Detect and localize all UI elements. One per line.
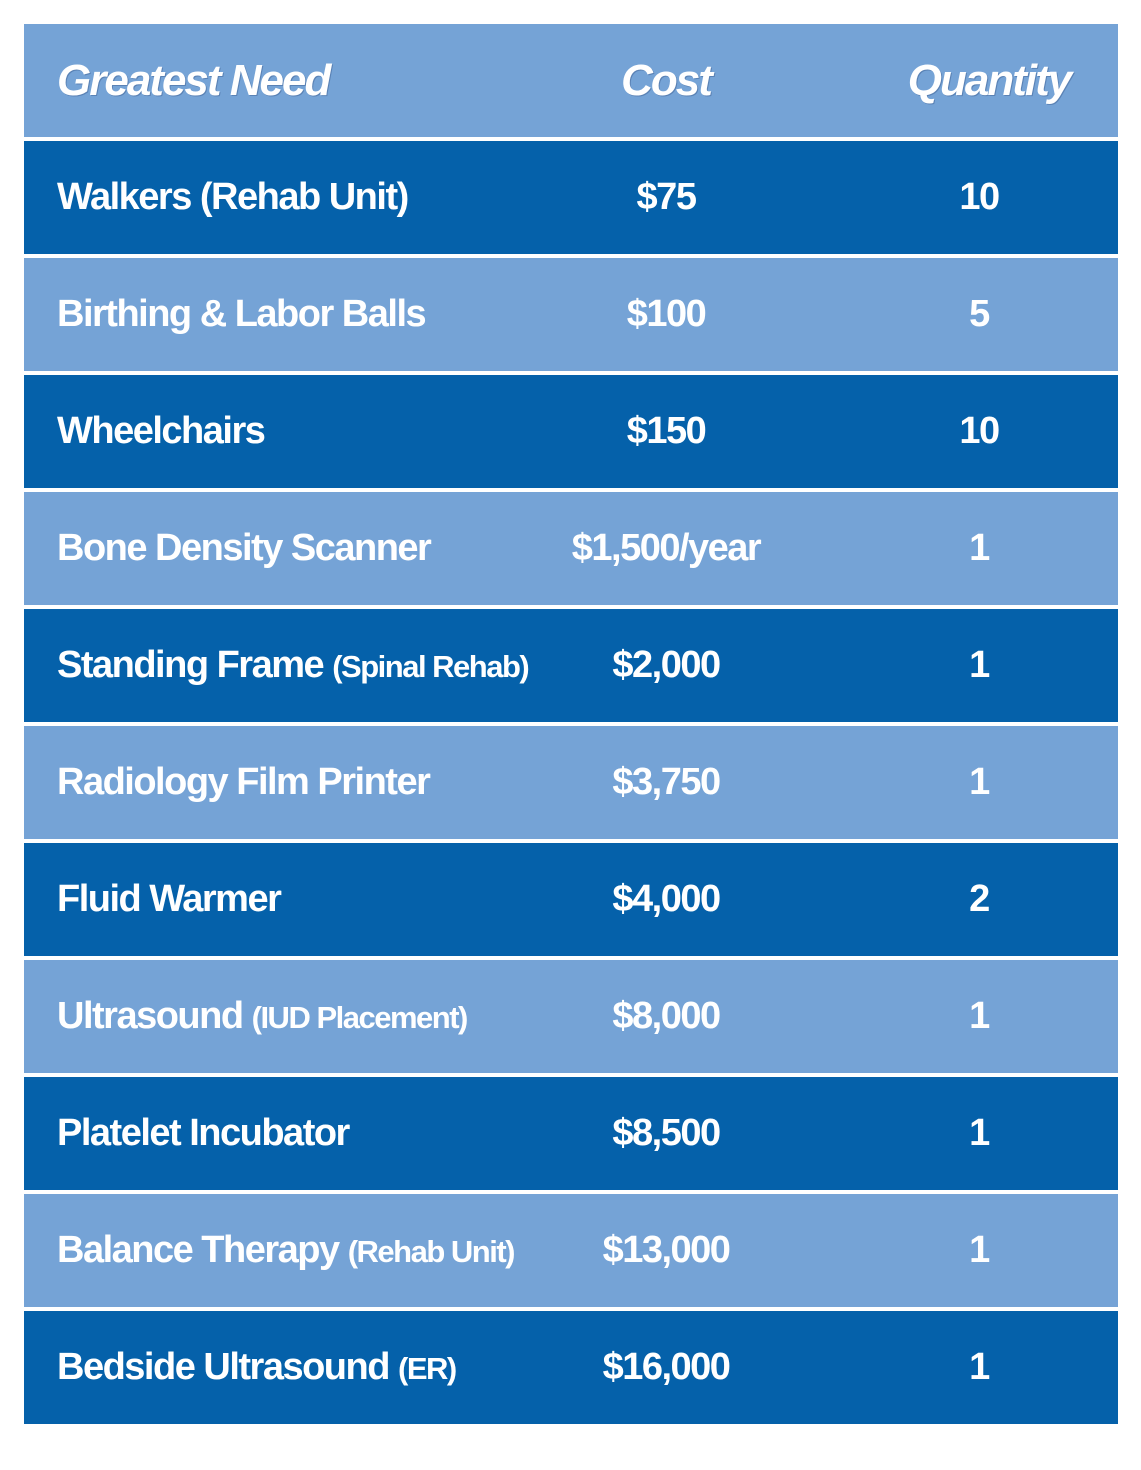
item-name: Birthing & Labor Balls (57, 293, 427, 335)
cost-cell: $13,000 (602, 1229, 731, 1271)
item-name: Radiology Film Printer (57, 761, 431, 803)
cost-cell: $100 (626, 293, 707, 335)
item-note: (Rehab Unit) (347, 1234, 516, 1269)
need-cell: Platelet Incubator (57, 1077, 350, 1190)
cost-cell: $1,500/year (571, 527, 762, 569)
cost-cell: $75 (636, 176, 697, 218)
quantity-cell: 1 (969, 1112, 990, 1154)
item-name: Bone Density Scanner (57, 527, 432, 569)
quantity-cell: 1 (969, 995, 990, 1037)
need-cell: Bone Density Scanner (57, 492, 432, 605)
item-note: (ER) (398, 1351, 457, 1386)
table-row: Platelet Incubator $8,500 1 (24, 1077, 1118, 1190)
need-cell: Fluid Warmer (57, 843, 282, 956)
table-row: Standing Frame (Spinal Rehab) $2,000 1 (24, 609, 1118, 722)
table-header-row: Greatest Need Cost Quantity (24, 24, 1118, 137)
cost-cell: $16,000 (602, 1346, 731, 1388)
table-row: Birthing & Labor Balls $100 5 (24, 258, 1118, 371)
quantity-cell: 2 (969, 878, 990, 920)
item-name: Fluid Warmer (57, 878, 282, 920)
need-cell: Walkers (Rehab Unit) (57, 141, 409, 254)
needs-table: Greatest Need Cost Quantity Walkers (Reh… (24, 24, 1118, 1424)
table-row: Bedside Ultrasound (ER) $16,000 1 (24, 1311, 1118, 1424)
cost-cell: $3,750 (612, 761, 721, 803)
cost-cell: $8,000 (612, 995, 721, 1037)
item-name: Bedside Ultrasound (57, 1346, 390, 1388)
need-cell: Radiology Film Printer (57, 726, 431, 839)
cost-cell: $150 (626, 410, 707, 452)
item-name: Wheelchairs (57, 410, 266, 452)
table-row: Radiology Film Printer $3,750 1 (24, 726, 1118, 839)
quantity-cell: 1 (969, 527, 990, 569)
cost-cell: $2,000 (612, 644, 721, 686)
header-greatest-need: Greatest Need (57, 56, 331, 105)
item-note: (Spinal Rehab) (332, 649, 530, 684)
table-row: Walkers (Rehab Unit) $75 10 (24, 141, 1118, 254)
need-cell: Bedside Ultrasound (ER) (57, 1311, 457, 1424)
quantity-cell: 1 (969, 761, 990, 803)
need-cell: Balance Therapy (Rehab Unit) (57, 1194, 516, 1307)
quantity-cell: 10 (959, 410, 1000, 452)
cost-cell: $4,000 (612, 878, 721, 920)
header-quantity: Quantity (907, 56, 1072, 105)
need-cell: Wheelchairs (57, 375, 266, 488)
table-row: Balance Therapy (Rehab Unit) $13,000 1 (24, 1194, 1118, 1307)
header-cost: Cost (621, 56, 713, 105)
quantity-cell: 1 (969, 1346, 990, 1388)
need-cell: Standing Frame (Spinal Rehab) (57, 609, 530, 722)
table-row: Wheelchairs $150 10 (24, 375, 1118, 488)
quantity-cell: 1 (969, 1229, 990, 1271)
cost-cell: $8,500 (612, 1112, 721, 1154)
item-name: Balance Therapy (57, 1229, 340, 1271)
item-name: Ultrasound (57, 995, 244, 1037)
quantity-cell: 10 (959, 176, 1000, 218)
need-cell: Ultrasound (IUD Placement) (57, 960, 469, 1073)
item-note: (IUD Placement) (251, 1000, 469, 1035)
item-name: Walkers (Rehab Unit) (57, 176, 409, 218)
need-cell: Birthing & Labor Balls (57, 258, 427, 371)
table-row: Bone Density Scanner $1,500/year 1 (24, 492, 1118, 605)
item-name: Standing Frame (57, 644, 325, 686)
quantity-cell: 5 (969, 293, 990, 335)
quantity-cell: 1 (969, 644, 990, 686)
table-row: Ultrasound (IUD Placement) $8,000 1 (24, 960, 1118, 1073)
item-name: Platelet Incubator (57, 1112, 350, 1154)
table-row: Fluid Warmer $4,000 2 (24, 843, 1118, 956)
